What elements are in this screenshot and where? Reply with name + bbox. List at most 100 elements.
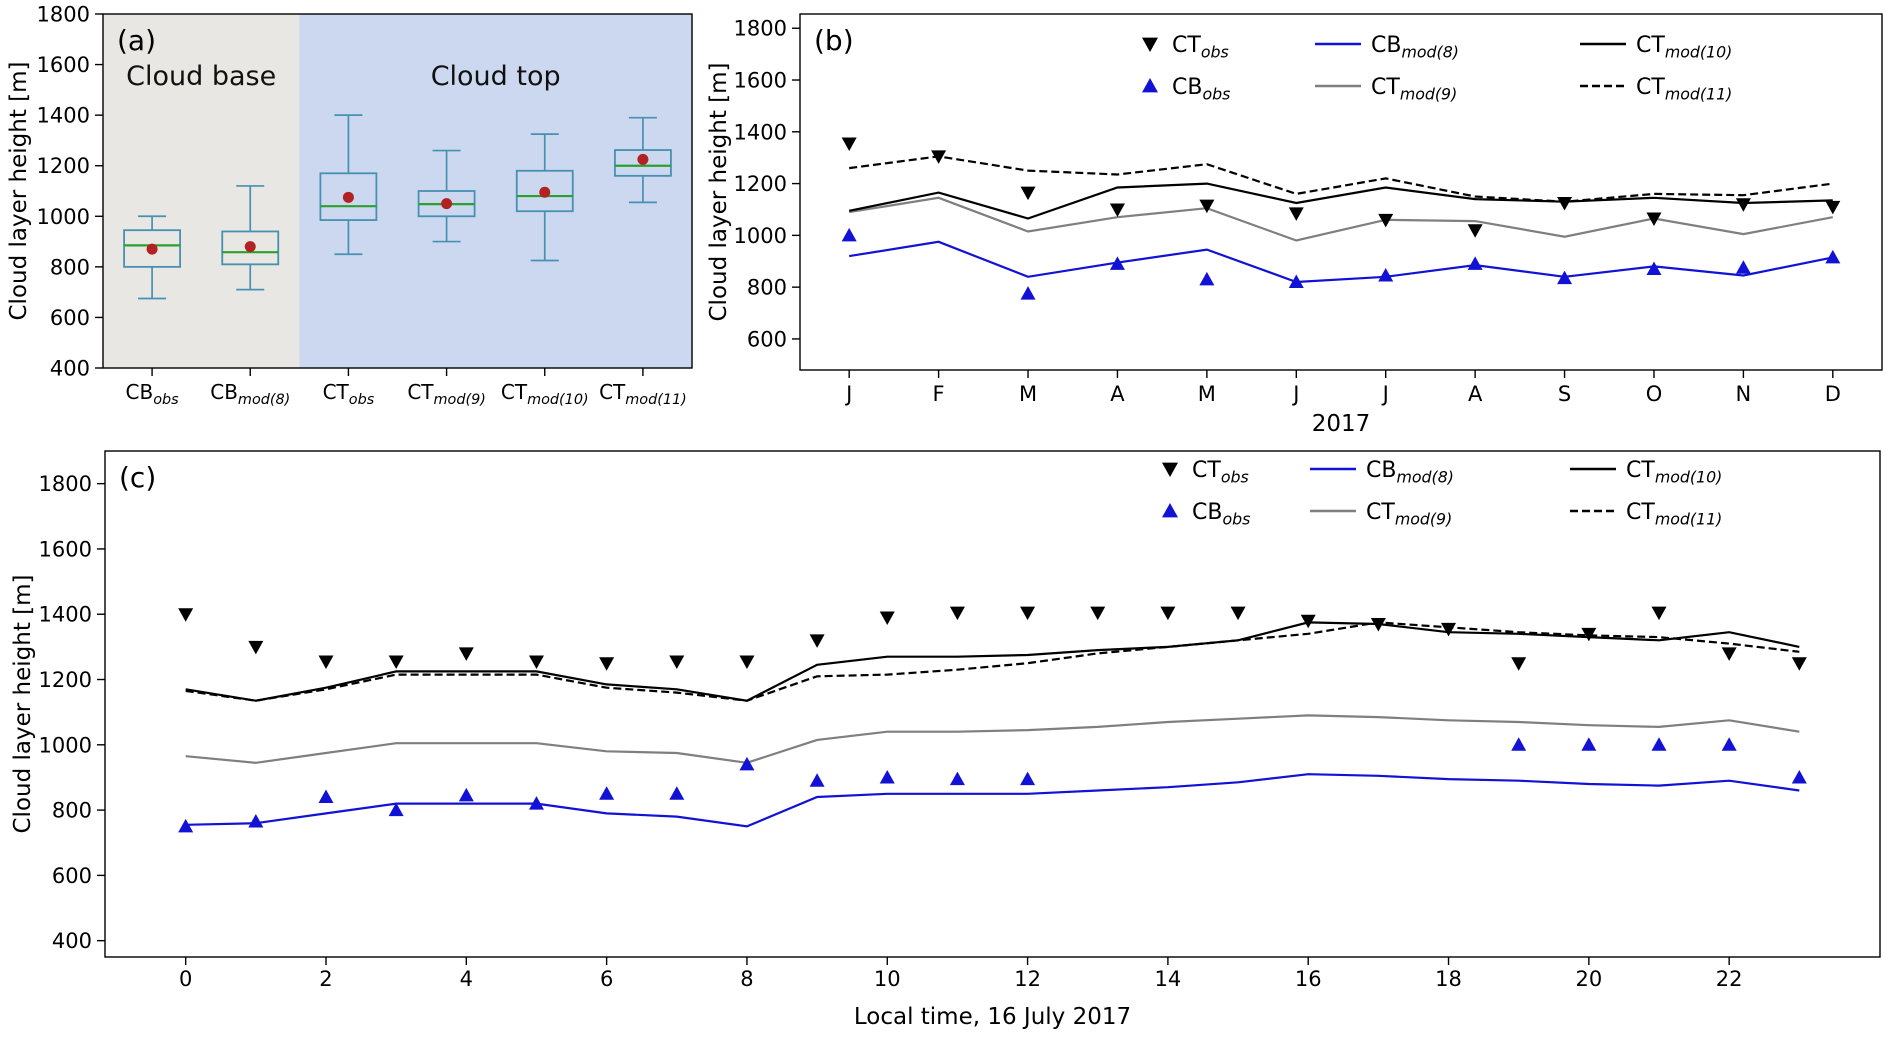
legend-ct-mod11-label: CTmod(11)	[1626, 500, 1722, 529]
marker-cb-obs	[388, 802, 404, 817]
mean-dot	[146, 243, 158, 255]
marker-ct-obs	[1791, 657, 1807, 671]
y-tick-label: 800	[52, 799, 92, 823]
x-axis-label: 2017	[1312, 411, 1371, 437]
iqr-box	[515, 169, 574, 213]
marker-ct-obs	[388, 655, 404, 670]
marker-cb-obs	[1646, 261, 1662, 276]
marker-cb-obs	[1020, 771, 1036, 786]
series-line-cb-mod8	[849, 240, 1834, 284]
marker-cb-obs	[1511, 737, 1527, 751]
marker-cb-obs	[1557, 270, 1573, 285]
y-tick-label: 400	[50, 357, 90, 381]
marker-ct-obs	[1581, 627, 1597, 642]
marker-cb-obs	[1581, 737, 1597, 751]
panel-c-diurnal-series-chart: 400 600 800 1000 1200 1400 1600 1800 Cloud layer…	[10, 450, 1881, 1030]
marker-ct-obs	[1300, 614, 1316, 629]
y-tick-label: 1600	[734, 69, 787, 93]
y-tick-label: 1400	[39, 603, 92, 627]
region-label: Cloud top	[431, 61, 561, 92]
x-category-label: CBmod(8)	[210, 380, 290, 408]
box-ct-obs	[319, 114, 378, 256]
series-line-ct-mod9	[185, 714, 1800, 764]
legend-cb-obs-label: CBobs	[1172, 75, 1230, 104]
marker-cb-obs	[841, 227, 857, 242]
legend-cb-mod8-label: CBmod(8)	[1371, 33, 1459, 62]
series-line-ct-mod10	[185, 621, 1800, 702]
marker-cb-obs	[949, 771, 965, 786]
x-tick-label: 22	[1716, 967, 1743, 991]
y-tick-label: 1000	[734, 224, 787, 248]
x-tick-label: A	[1468, 382, 1483, 406]
marker-ct-obs	[1109, 203, 1125, 217]
y-axis-label: Cloud layer height [m]	[10, 575, 36, 834]
marker-ct-obs	[248, 640, 264, 655]
y-tick-label: 1800	[734, 17, 787, 41]
y-tick-label: 1200	[39, 668, 92, 692]
marker-ct-obs	[669, 655, 685, 670]
x-category-label: CTmod(11)	[599, 380, 687, 408]
marker-cb-obs	[1825, 249, 1841, 264]
series-line-ct-mod11	[849, 155, 1833, 203]
y-tick-label: 1200	[734, 172, 787, 196]
mean-dot	[342, 191, 354, 203]
marker-ct-obs	[1467, 224, 1483, 238]
x-category-label: CBobs	[126, 380, 180, 408]
x-tick-label: J	[1381, 382, 1389, 406]
y-tick-label: 1000	[39, 733, 92, 757]
region-label: Cloud base	[126, 61, 276, 92]
top-row: Cloud base Cloud top 400 600 800 1000 1200 1400…	[0, 0, 1892, 437]
marker-ct-obs	[1735, 198, 1751, 212]
marker-ct-obs	[1160, 606, 1176, 621]
marker-ct-obs	[1651, 606, 1667, 621]
x-tick-label: D	[1825, 382, 1841, 406]
marker-ct-obs	[1557, 197, 1573, 211]
marker-cb-obs	[1467, 256, 1483, 270]
x-tick-label: 8	[740, 967, 753, 991]
y-tick-label: 800	[747, 276, 787, 300]
marker-cb-obs	[528, 796, 544, 810]
panel-label: (a)	[117, 24, 156, 57]
marker-ct-obs	[599, 657, 615, 671]
y-tick-label: 1600	[37, 53, 90, 77]
series-line-cb-mod8	[185, 773, 1800, 828]
series-line-ct-mod10	[848, 182, 1833, 220]
legend-ct-obs-marker	[1162, 462, 1178, 477]
marker-ct-obs	[528, 655, 544, 670]
iqr-box	[614, 149, 672, 177]
marker-cb-obs	[1791, 769, 1807, 784]
marker-ct-obs	[1230, 606, 1246, 621]
marker-cb-obs	[1378, 267, 1394, 282]
x-tick-label: 20	[1575, 967, 1602, 991]
marker-ct-obs	[1288, 207, 1304, 221]
x-axis-label: Local time, 16 July 2017	[854, 1004, 1131, 1030]
iqr-box	[221, 230, 280, 266]
marker-cb-obs	[1721, 737, 1737, 751]
marker-cb-obs	[178, 818, 194, 833]
legend-ct-mod10-label: CTmod(10)	[1626, 458, 1722, 487]
marker-ct-obs	[178, 608, 194, 622]
marker-ct-obs	[879, 611, 895, 625]
marker-ct-obs	[1825, 200, 1841, 215]
y-tick-label: 1800	[39, 472, 92, 496]
legend-ct-obs-marker	[1142, 37, 1158, 52]
marker-ct-obs	[1646, 212, 1662, 227]
marker-ct-obs	[1511, 657, 1527, 671]
legend-ct-mod9-label: CTmod(9)	[1366, 500, 1452, 529]
marker-cb-obs	[809, 773, 825, 787]
marker-cb-obs	[1288, 274, 1304, 288]
marker-ct-obs	[1721, 647, 1737, 661]
x-category-label: CTmod(10)	[501, 380, 589, 408]
x-tick-label: 12	[1014, 967, 1041, 991]
iqr-box	[319, 172, 378, 221]
x-tick-label: A	[1110, 382, 1125, 406]
mean-dot	[441, 198, 453, 210]
box-ct-mod9	[417, 149, 476, 243]
marker-cb-obs	[669, 786, 685, 800]
x-tick-label: S	[1558, 382, 1571, 406]
marker-ct-obs	[1441, 622, 1457, 637]
marker-ct-obs	[1020, 186, 1036, 201]
panel-label: (c)	[119, 461, 156, 494]
plot-frame	[102, 13, 693, 369]
